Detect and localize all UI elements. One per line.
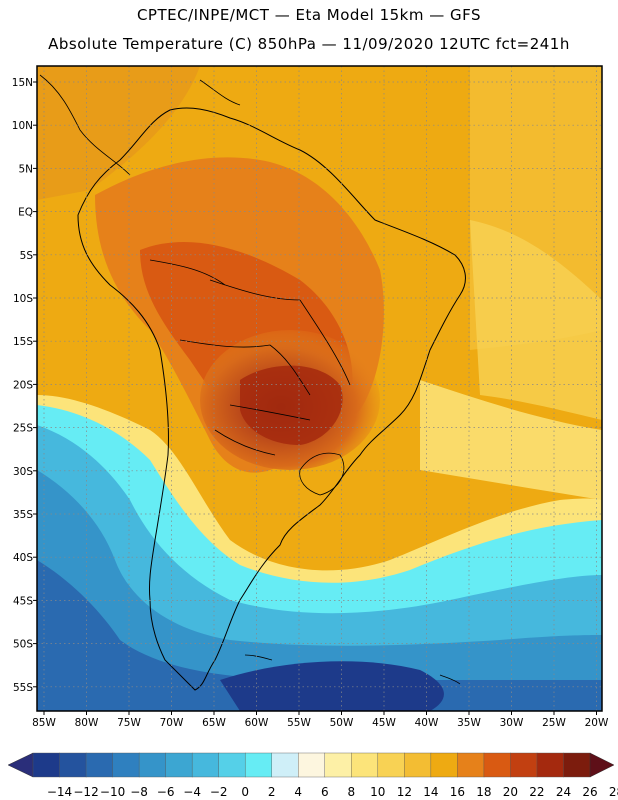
lon-label: 40W [415, 717, 439, 729]
lon-label: 25W [542, 717, 566, 729]
lat-label: 50S [13, 639, 33, 651]
lon-label: 20W [585, 717, 609, 729]
colorbar-swatch [351, 752, 379, 778]
lat-label: 35S [13, 509, 33, 521]
lat-label: 10N [12, 120, 33, 132]
lat-label: 30S [13, 466, 33, 478]
lat-label: 45S [13, 595, 33, 607]
colorbar-swatch [218, 752, 246, 778]
colorbar-label: 28 [609, 785, 618, 799]
colorbar-label: 6 [321, 785, 329, 799]
colorbar-swatch [483, 752, 511, 778]
colorbar-swatch [112, 752, 140, 778]
lat-label: 15N [12, 77, 33, 89]
title-line-2: Absolute Temperature (C) 850hPa — 11/09/… [48, 35, 570, 53]
colorbar: −14 −12 −10 −8 −6 −4 −2 0 2 4 6 8 10 12 14 16 18 20 22 24 26… [7, 752, 618, 799]
lon-label: 65W [202, 717, 226, 729]
colorbar-label: 10 [370, 785, 385, 799]
colorbar-swatch [191, 752, 220, 778]
longitude-labels: 85W 80W 75W 70W 65W 60W 55W 50W 45W 40W 35W 30W 25W 2… [32, 711, 609, 729]
colorbar-swatch [377, 752, 405, 778]
map-border [36, 65, 603, 712]
colorbar-swatch [138, 752, 167, 778]
coastline [77, 107, 466, 691]
colorbar-swatch [404, 752, 432, 778]
lon-label: 45W [372, 717, 396, 729]
colorbar-swatch [59, 752, 87, 778]
colorbar-swatch [324, 752, 352, 778]
colorbar-label: 2 [268, 785, 276, 799]
colorbar-swatch [563, 752, 591, 778]
colorbar-label: 14 [423, 785, 438, 799]
colorbar-swatch [536, 752, 564, 778]
colorbar-swatch [457, 752, 485, 778]
lon-label: 35W [457, 717, 481, 729]
lon-label: 50W [330, 717, 354, 729]
colorbar-label: −6 [157, 785, 175, 799]
colorbar-label: −12 [73, 785, 98, 799]
lat-label: 10S [13, 293, 33, 305]
colorbar-label: −2 [210, 785, 228, 799]
lat-label: 20S [13, 379, 33, 391]
lat-label: 25S [13, 423, 33, 435]
colorbar-right-arrow [589, 752, 615, 778]
latitude-labels: 15N 10N 5N EQ 5S 10S 15S 20S 25S 30S 35S 40S 45S 50S 5… [12, 77, 37, 694]
lon-label: 55W [287, 717, 311, 729]
temperature-field [37, 66, 602, 711]
colorbar-swatch [85, 752, 114, 778]
lon-label: 30W [500, 717, 524, 729]
lat-label: EQ [18, 207, 33, 219]
colorbar-label: 12 [397, 785, 412, 799]
colorbar-swatch [32, 752, 61, 778]
lon-label: 70W [160, 717, 184, 729]
lat-label: 15S [13, 336, 33, 348]
colorbar-swatch [510, 752, 538, 778]
lon-label: 85W [32, 717, 56, 729]
colorbar-label: 4 [294, 785, 302, 799]
colorbar-swatch [165, 752, 193, 778]
lat-label: 5S [20, 250, 34, 262]
lon-label: 80W [75, 717, 99, 729]
colorbar-swatch [298, 752, 326, 778]
lon-label: 75W [117, 717, 141, 729]
colorbar-label: −14 [47, 785, 72, 799]
colorbar-label: 22 [529, 785, 544, 799]
colorbar-swatch [244, 752, 273, 778]
lat-label: 40S [13, 552, 33, 564]
colorbar-label: 20 [503, 785, 518, 799]
lon-label: 60W [245, 717, 269, 729]
colorbar-label: −4 [183, 785, 201, 799]
title-line-1: CPTEC/INPE/MCT — Eta Model 15km — GFS [136, 6, 482, 24]
colorbar-label: 18 [476, 785, 491, 799]
lat-label: 55S [13, 682, 33, 694]
lat-label: 5N [18, 163, 33, 175]
colorbar-label: 16 [450, 785, 465, 799]
colorbar-label: 8 [347, 785, 355, 799]
colorbar-label: 0 [241, 785, 249, 799]
colorbar-label: −8 [130, 785, 148, 799]
colorbar-left-arrow [7, 752, 34, 778]
colorbar-label: −10 [100, 785, 125, 799]
colorbar-swatch [271, 752, 299, 778]
colorbar-label: 24 [556, 785, 571, 799]
colorbar-swatch [430, 752, 458, 778]
colorbar-label: 26 [582, 785, 597, 799]
